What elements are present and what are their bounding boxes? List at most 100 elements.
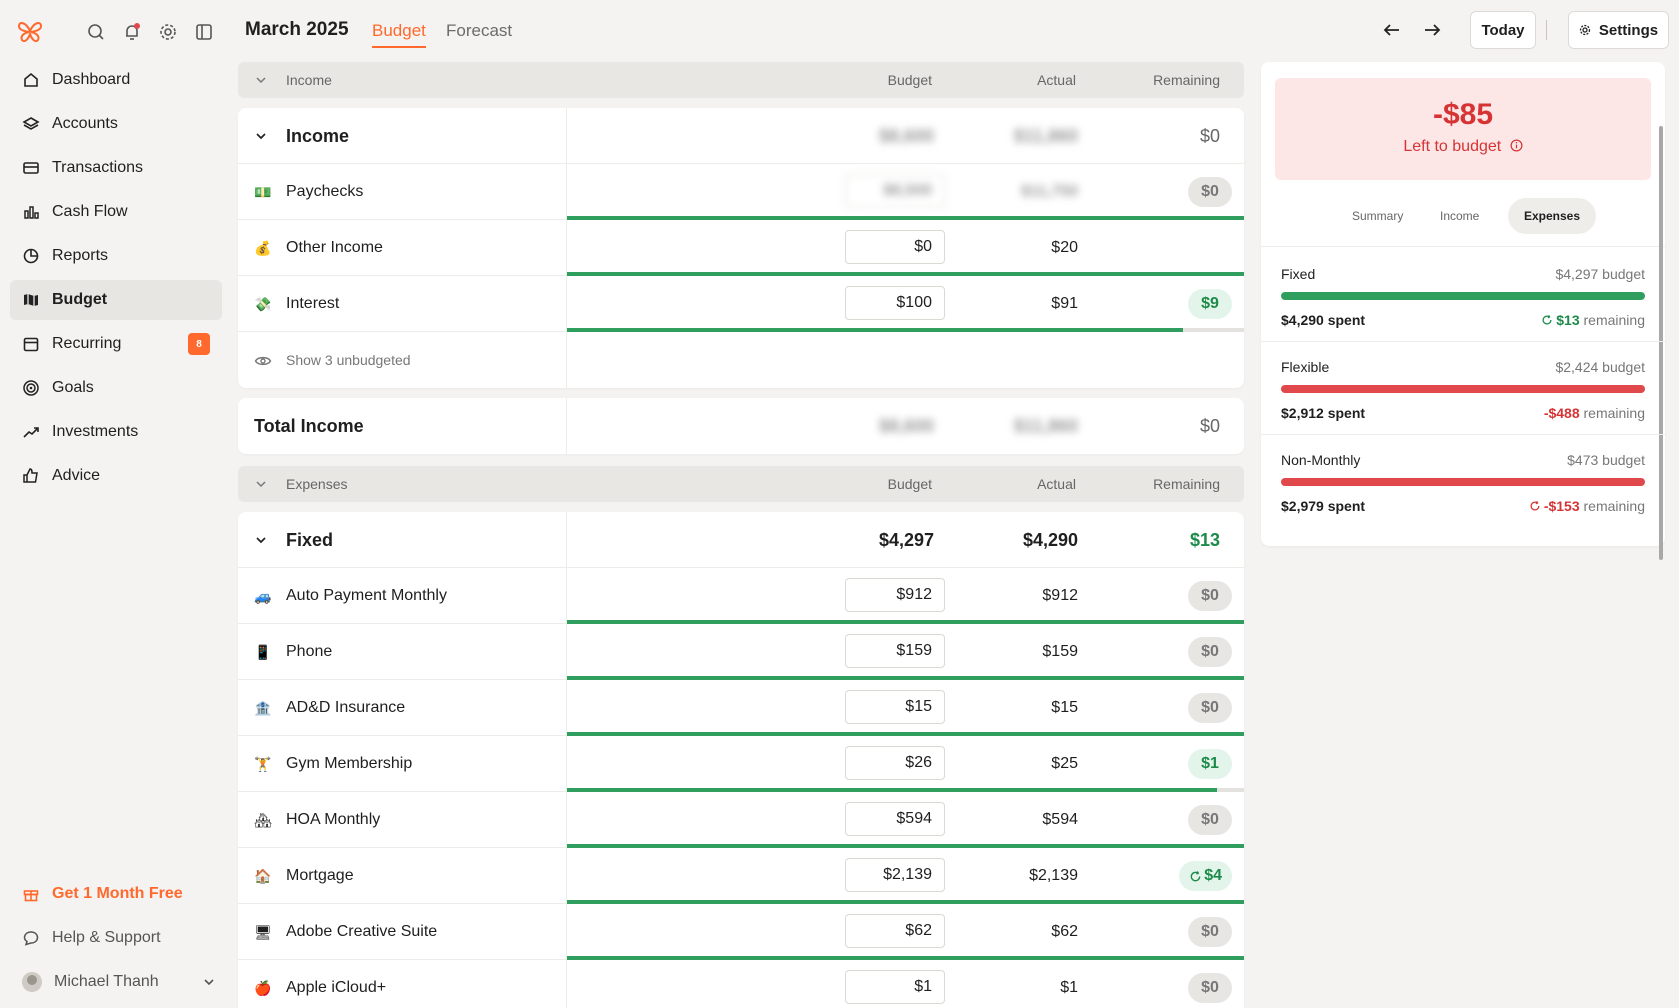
- group-progress-bar: [1281, 385, 1645, 393]
- budget-input[interactable]: $26: [845, 746, 945, 780]
- chat-bubble-icon: [23, 931, 39, 946]
- progress-bar: [567, 788, 1244, 792]
- tab-forecast[interactable]: Forecast: [446, 21, 513, 40]
- tab-summary[interactable]: Summary: [1352, 209, 1404, 223]
- table-row[interactable]: 🖥 Adobe Creative Suite $62 $62 $0: [238, 904, 1244, 960]
- remaining-amount: $13: [1556, 312, 1580, 328]
- progress-bar: [567, 844, 1244, 848]
- butterfly-logo-icon[interactable]: [16, 18, 44, 46]
- group-spent: $2,912 spent: [1281, 405, 1366, 421]
- chevron-down-icon: [204, 979, 214, 986]
- trend-up-icon: [23, 427, 39, 438]
- scrollbar[interactable]: [1659, 126, 1663, 560]
- budget-input[interactable]: $159: [845, 634, 945, 668]
- remaining-pill[interactable]: $0: [1188, 177, 1232, 207]
- table-row[interactable]: 🏠 Mortgage $2,139 $2,139 $4: [238, 848, 1244, 904]
- budget-input[interactable]: $100: [845, 286, 945, 320]
- table-row[interactable]: 📱 Phone $159 $159 $0: [238, 624, 1244, 680]
- table-row[interactable]: 💰 Other Income $0 $20: [238, 220, 1244, 276]
- group-remaining: -$153 remaining: [1529, 498, 1645, 514]
- budget-input[interactable]: $8,500: [845, 174, 945, 208]
- bell-icon[interactable]: [122, 22, 142, 42]
- header-divider: [1546, 20, 1547, 40]
- sidebar-item-dashboard[interactable]: Dashboard: [10, 60, 222, 100]
- table-row[interactable]: 🏋 Gym Membership $26 $25 $1: [238, 736, 1244, 792]
- budget-column-header: Budget: [887, 72, 932, 88]
- group-budget: $4,297 budget: [1555, 266, 1645, 282]
- page-title: March 2025: [245, 19, 349, 40]
- remaining-pill[interactable]: $1: [1188, 749, 1232, 779]
- table-row[interactable]: 🍎 Apple iCloud+ $1 $1 $0: [238, 960, 1244, 1008]
- arrow-right-icon[interactable]: [1420, 18, 1444, 42]
- remaining-pill[interactable]: $9: [1188, 289, 1232, 319]
- table-row[interactable]: 💵 Paychecks $8,500 $11,750 $0: [238, 164, 1244, 220]
- remaining-pill[interactable]: $0: [1188, 581, 1232, 611]
- table-row[interactable]: 💸 Interest $100 $91 $9: [238, 276, 1244, 332]
- show-unbudgeted-row[interactable]: Show 3 unbudgeted: [238, 332, 1244, 388]
- group-remaining: -$488 remaining: [1544, 405, 1645, 421]
- get-free-month-link[interactable]: Get 1 Month Free: [10, 874, 222, 914]
- sidebar-item-advice[interactable]: Advice: [10, 456, 222, 496]
- budget-input[interactable]: $912: [845, 578, 945, 612]
- sidebar-item-cash-flow[interactable]: Cash Flow: [10, 192, 222, 232]
- budget-input[interactable]: $0: [845, 230, 945, 264]
- budget-input[interactable]: $2,139: [845, 858, 945, 892]
- settings-button[interactable]: Settings: [1568, 11, 1669, 49]
- sidebar-item-goals[interactable]: Goals: [10, 368, 222, 408]
- group-title: Non-Monthly: [1281, 452, 1361, 468]
- sidebar-item-investments[interactable]: Investments: [10, 412, 222, 452]
- total-income-row: Total Income $8,600 $11,860 $0: [238, 398, 1244, 454]
- budget-input[interactable]: $1: [845, 970, 945, 1004]
- gear-icon[interactable]: [158, 22, 178, 42]
- remaining-pill[interactable]: $0: [1188, 693, 1232, 723]
- budget-input[interactable]: $15: [845, 690, 945, 724]
- sidebar-item-budget[interactable]: Budget: [10, 280, 222, 320]
- remaining-pill[interactable]: $0: [1188, 917, 1232, 947]
- info-icon[interactable]: [1510, 139, 1523, 152]
- remaining-pill[interactable]: $0: [1188, 973, 1232, 1003]
- tab-income[interactable]: Income: [1440, 209, 1480, 223]
- help-support-link[interactable]: Help & Support: [10, 918, 222, 958]
- arrow-left-icon[interactable]: [1380, 18, 1404, 42]
- sidebar-item-accounts[interactable]: Accounts: [10, 104, 222, 144]
- remaining-value: $0: [1201, 811, 1219, 828]
- income-group-row[interactable]: Income $8,600 $11,860 $0: [238, 108, 1244, 164]
- search-icon[interactable]: [86, 22, 106, 42]
- group-remaining: $13: [1189, 530, 1220, 550]
- table-row[interactable]: 🏦 AD&D Insurance $15 $15 $0: [238, 680, 1244, 736]
- total-remaining: $0: [1199, 416, 1220, 436]
- sidebar-item-label: Dashboard: [52, 71, 131, 88]
- tab-expenses[interactable]: Expenses: [1508, 198, 1597, 234]
- chevron-down-icon[interactable]: [254, 533, 268, 547]
- sidebar-item-reports[interactable]: Reports: [10, 236, 222, 276]
- table-row[interactable]: 🚙 Auto Payment Monthly $912 $912 $0: [238, 568, 1244, 624]
- column-divider: [566, 398, 567, 454]
- remaining-value: $1: [1201, 755, 1219, 772]
- chevron-down-icon: [256, 77, 266, 84]
- remaining-pill[interactable]: $4: [1179, 861, 1232, 891]
- row-actual: $15: [1051, 699, 1078, 716]
- table-row[interactable]: 🏘 HOA Monthly $594 $594 $0: [238, 792, 1244, 848]
- budget-group-summary[interactable]: Flexible $2,424 budget $2,912 spent -$488 r…: [1281, 341, 1645, 437]
- category-icon: 📱: [254, 644, 272, 660]
- sidebar-item-recurring[interactable]: Recurring 8: [10, 324, 222, 364]
- fixed-group-row[interactable]: Fixed $4,297 $4,290 $13: [238, 512, 1244, 568]
- user-menu[interactable]: Michael Thanh: [10, 962, 222, 1002]
- sidebar-item-transactions[interactable]: Transactions: [10, 148, 222, 188]
- today-button[interactable]: Today: [1470, 11, 1536, 49]
- remaining-pill[interactable]: $0: [1188, 637, 1232, 667]
- calendar-icon: [23, 337, 39, 352]
- sidebar-nav: Dashboard Accounts Transactions Cash Flo…: [10, 60, 222, 500]
- tab-budget[interactable]: Budget: [372, 21, 426, 48]
- chevron-down-icon[interactable]: [254, 129, 268, 143]
- expenses-section-header[interactable]: Expenses Budget Actual Remaining: [238, 466, 1244, 502]
- remaining-pill[interactable]: $0: [1188, 805, 1232, 835]
- budget-input[interactable]: $594: [845, 802, 945, 836]
- row-name: Apple iCloud+: [286, 979, 387, 996]
- budget-input[interactable]: $62: [845, 914, 945, 948]
- sidebar-toggle-icon[interactable]: [194, 22, 214, 42]
- rollover-icon: [1542, 314, 1552, 325]
- budget-group-summary[interactable]: Fixed $4,297 budget $4,290 spent $13 remain…: [1281, 248, 1645, 344]
- income-section-header[interactable]: Income Budget Actual Remaining: [238, 62, 1244, 98]
- budget-group-summary[interactable]: Non-Monthly $473 budget $2,979 spent -$153 …: [1281, 434, 1645, 530]
